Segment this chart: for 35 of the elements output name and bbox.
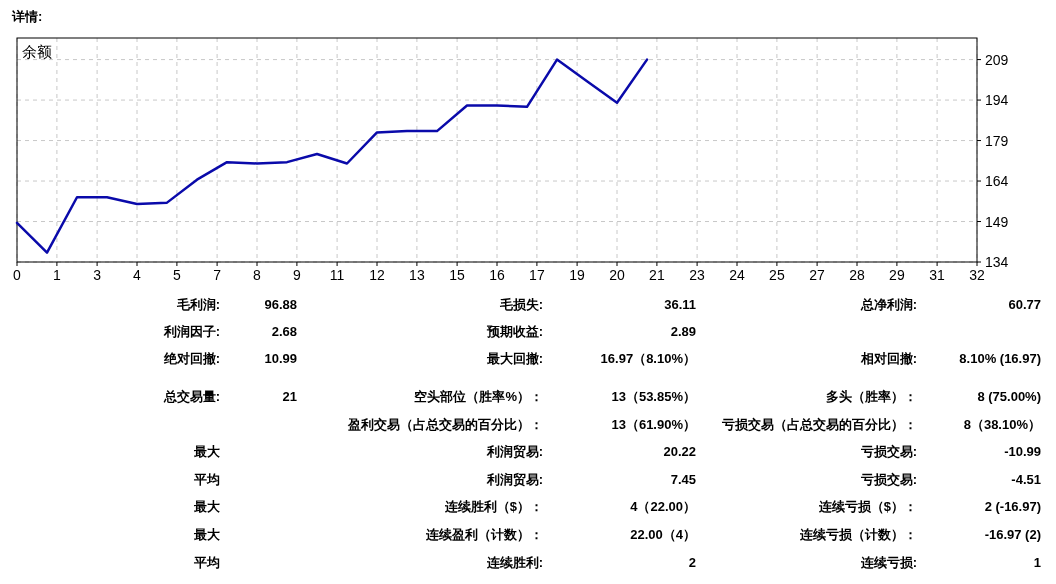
- x-tick-label: 8: [253, 267, 262, 283]
- x-tick-label: 11: [329, 267, 345, 283]
- stats: 毛利润: 96.88 毛损失: 36.11 总净利润: 60.77 利润因子: 2.68 预期收益: 2.89 绝对回撤: 10.99 最大回撤: 16.97（8.10%） 相对回撤: 8.10% (16.97) 总交易量: 21 空头部位（胜率%）： 13（53.85%） 多头（胜率）： 8 (75.00%) 盈利交易（占总交易的百分比）： 13（61.90%） 亏损交易（占总交易的百分比）： 8（38.10%） 最大 利润贸易: 20.22 亏损交易: -10.99 平均 利润贸易: 7.45 亏损交易: -4.51 最大 连续胜利（$）： 4（22.00） 连续亏损（$）： 2 (-16.97) 最大 连续盈利（计数）： 22.00（4） 连续亏损（计数）： -16.97 (2) 平均 连续胜利: 2 连续亏损: 1: [163, 297, 1041, 570]
- x-tick-label: 28: [849, 267, 865, 283]
- y-tick-label: 164: [985, 173, 1009, 190]
- x-tick-label: 21: [649, 267, 665, 283]
- x-tick-label: 15: [449, 267, 466, 283]
- x-tick-label: 4: [133, 267, 142, 283]
- x-tick-label: 19: [569, 267, 586, 283]
- x-tick-label: 0: [13, 267, 22, 283]
- y-tick-label: 194: [985, 92, 1009, 109]
- x-tick-label: 24: [729, 267, 745, 283]
- x-tick-label: 13: [409, 267, 425, 283]
- x-tick-label: 9: [293, 267, 301, 283]
- x-tick-label: 23: [689, 267, 706, 283]
- x-tick-label: 16: [489, 267, 505, 283]
- y-tick-label: 149: [985, 213, 1009, 230]
- chart-title: 详情:: [11, 9, 43, 24]
- x-tick-label: 5: [173, 267, 181, 283]
- x-tick-label: 32: [969, 267, 985, 283]
- x-tick-label: 20: [609, 267, 625, 283]
- line-series: [15, 58, 649, 254]
- x-tick-label: 1: [53, 267, 61, 283]
- y-axis-title: 余额: [22, 43, 52, 60]
- x-tick-label: 12: [369, 267, 385, 283]
- x-tick-label: 3: [93, 267, 102, 283]
- x-tick-label: 27: [809, 267, 826, 283]
- y-tick-label: 134: [985, 254, 1009, 270]
- x-tick-label: 31: [929, 267, 946, 283]
- y-tick-label: 179: [985, 132, 1009, 149]
- x-tick-label: 7: [213, 267, 222, 283]
- x-tick-label: 25: [769, 267, 785, 283]
- y-tick-label: 209: [985, 51, 1009, 68]
- x-tick-label: 17: [529, 267, 545, 283]
- x-tick-label: 29: [889, 267, 905, 283]
